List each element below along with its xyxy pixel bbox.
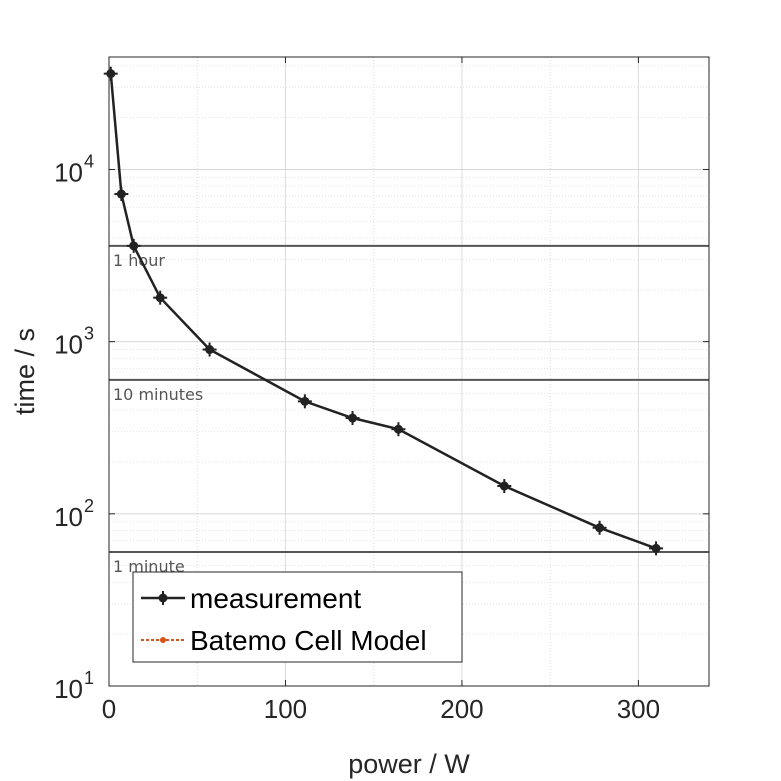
y-tick-label: 10 1 [54,668,94,704]
reference-line-label: 10 minutes [113,385,203,404]
y-tick-label-exponent: 2 [84,496,94,516]
y-tick-label-base: 10 [54,330,83,360]
x-tick-label: 0 [102,694,116,724]
y-tick-label: 10 3 [54,324,94,360]
x-tick-label: 200 [440,694,483,724]
legend: measurement Batemo Cell Model [132,571,463,663]
grid [109,57,709,686]
x-tick-labels: 0 100 200 300 [102,694,660,724]
plot-frame [108,56,710,687]
data-point [129,241,139,251]
y-tick-label-base: 10 [54,157,83,187]
reference-line-label: 1 minute [113,557,185,576]
x-tick-label: 100 [264,694,307,724]
legend-label: measurement [190,583,361,614]
x-tick-label: 300 [617,694,660,724]
x-axis-label: power / W [348,749,470,779]
data-point [499,481,509,491]
legend-label: Batemo Cell Model [190,625,427,656]
data-point [300,396,310,406]
reference-lines: 1 hour 10 minutes 1 minute [109,244,709,576]
y-tick-label-exponent: 3 [84,324,94,344]
y-tick-label: 10 2 [54,496,94,532]
data-point [651,543,661,553]
data-point [595,523,605,533]
data-point [155,293,165,303]
reference-line-label: 1 hour [113,251,165,270]
series-group [103,66,664,556]
data-point [348,413,358,423]
data-point [116,189,126,199]
y-tick-label: 10 4 [54,151,94,187]
legend-entry: Batemo Cell Model [141,625,427,656]
y-axis-label: time / s [10,328,40,415]
y-tick-label-exponent: 4 [84,151,94,171]
y-tick-label-base: 10 [54,674,83,704]
data-point [393,424,403,434]
legend-entry: measurement [141,583,361,614]
y-tick-label-base: 10 [54,502,83,532]
legend-swatch-marker [160,637,166,643]
data-point [205,345,215,355]
legend-box [132,571,463,663]
y-tick-label-exponent: 1 [84,668,94,688]
axis-ticks [108,57,709,687]
data-point [106,69,116,79]
